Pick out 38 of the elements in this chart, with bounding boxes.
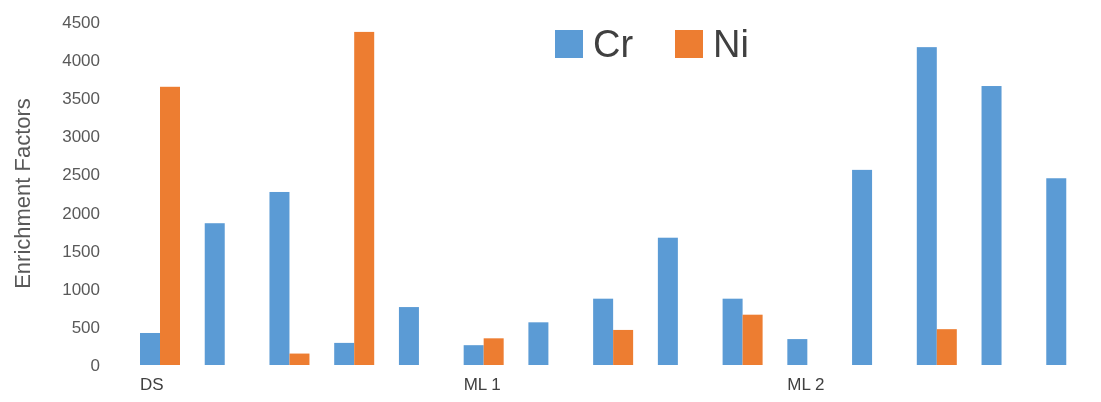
- bar: [204, 223, 225, 365]
- bar: [722, 298, 743, 365]
- bar: [528, 322, 549, 365]
- x-tick-label: ML 2: [787, 375, 825, 394]
- bar: [1046, 178, 1067, 365]
- y-tick-label: 1500: [62, 241, 100, 261]
- bar: [916, 47, 937, 365]
- y-axis-title: Enrichment Factors: [10, 98, 35, 289]
- y-tick-label: 3000: [62, 127, 100, 147]
- bar: [981, 86, 1002, 365]
- bar: [936, 329, 957, 365]
- bar: [742, 314, 763, 365]
- y-tick-label: 4000: [62, 51, 100, 71]
- bar: [140, 332, 160, 365]
- bar: [354, 31, 375, 365]
- y-tick-label: 2500: [62, 165, 100, 185]
- y-tick-label: 1000: [62, 279, 100, 299]
- bar: [787, 339, 808, 365]
- x-tick-label: DS: [140, 375, 164, 394]
- bar: [613, 329, 634, 365]
- bar: [463, 345, 484, 365]
- bar: [852, 169, 873, 365]
- y-tick-label: 2000: [62, 203, 100, 223]
- bar: [657, 237, 678, 365]
- y-tick-label: 4500: [62, 12, 100, 32]
- legend-label: Cr: [593, 23, 634, 66]
- bar: [483, 338, 504, 365]
- legend-label: Ni: [713, 23, 749, 66]
- y-tick-label: 500: [71, 317, 100, 337]
- bar: [160, 86, 180, 365]
- bar: [593, 298, 614, 365]
- bar: [334, 342, 355, 365]
- bar: [398, 307, 419, 365]
- y-tick-label: 0: [90, 355, 100, 375]
- bar: [269, 191, 290, 365]
- y-tick-label: 3500: [62, 89, 100, 109]
- x-tick-label: ML 1: [463, 375, 501, 394]
- bar: [289, 353, 310, 365]
